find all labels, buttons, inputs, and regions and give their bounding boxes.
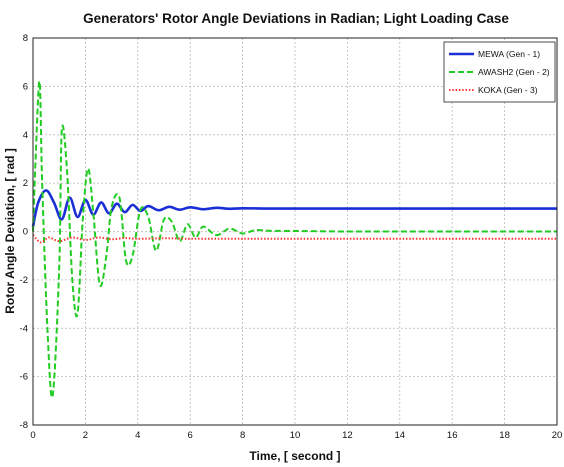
x-tick-label: 8: [240, 430, 245, 441]
y-tick-label: 0: [23, 227, 28, 238]
plot-area-frame: [32, 37, 558, 426]
legend-label-2: AWASH2 (Gen - 2): [478, 67, 550, 77]
y-tick-labels: -8 -6 -4 -2 0 2 4 6 8: [20, 33, 28, 431]
y-tick-label: 2: [23, 178, 28, 189]
y-tick-label: -8: [20, 420, 28, 431]
series-line-2: [32, 80, 557, 399]
x-tick-label: 2: [83, 430, 88, 441]
legend: MEWA (Gen - 1) AWASH2 (Gen - 2) KOKA (Gen …: [443, 41, 556, 103]
y-tick-label: -4: [20, 323, 28, 334]
legend-label-1: MEWA (Gen - 1): [478, 49, 540, 59]
series-line-1: [31, 189, 557, 227]
y-tick-label: -2: [20, 275, 28, 286]
x-tick-label: 12: [342, 430, 353, 441]
x-tick-label: 16: [447, 430, 458, 441]
y-tick-label: 4: [23, 130, 28, 141]
y-tick-label: 6: [23, 81, 28, 92]
x-tick-label: 6: [188, 430, 193, 441]
chart-title: Generators' Rotor Angle Deviations in Ra…: [83, 11, 509, 26]
legend-label-3: KOKA (Gen - 3): [478, 85, 538, 95]
x-axis-label: Time, [ second ]: [249, 449, 340, 463]
x-tick-label: 14: [395, 430, 406, 441]
x-tick-label: 0: [30, 430, 35, 441]
x-tick-label: 20: [552, 430, 563, 441]
x-tick-label: 10: [290, 430, 301, 441]
y-tick-label: 8: [23, 33, 28, 44]
x-tick-label: 18: [499, 430, 510, 441]
y-axis-label: Rotor Angle Deviation, [ rad ]: [3, 148, 17, 314]
series-group: [31, 80, 557, 399]
x-tick-labels: 0 2 4 6 8 10 12 14 16 18 20: [30, 430, 562, 441]
x-tick-label: 4: [135, 430, 140, 441]
series-line-3: [32, 234, 557, 244]
y-tick-label: -6: [20, 372, 28, 383]
